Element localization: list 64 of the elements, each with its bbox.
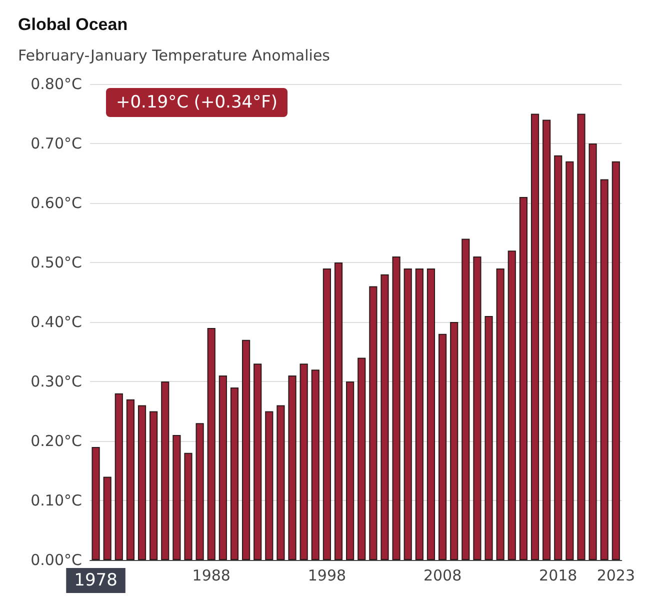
y-tick-label: 0.50°C (30, 254, 82, 272)
bar (404, 268, 412, 560)
x-tick-label: 2008 (423, 566, 462, 584)
bar (311, 370, 320, 560)
bar (207, 328, 216, 560)
bar (126, 399, 134, 560)
bar (138, 405, 146, 560)
x-tick-label: 2018 (539, 566, 578, 584)
bar (150, 411, 158, 560)
bar (196, 423, 204, 560)
bar (530, 114, 540, 560)
y-tick-label: 0.00°C (30, 551, 82, 569)
x-tick-label: 1998 (308, 566, 346, 584)
bar (184, 452, 192, 560)
bar (114, 393, 123, 560)
y-tick-label: 0.10°C (30, 492, 82, 510)
bar (496, 268, 504, 560)
bar (265, 411, 274, 560)
bar (508, 250, 516, 560)
y-tick-label: 0.40°C (30, 313, 82, 331)
bar (230, 387, 239, 560)
bar (161, 382, 170, 560)
x-tick-label: 1978 (74, 570, 118, 590)
bar (380, 274, 389, 560)
bar (473, 256, 482, 560)
chart-subtitle: February-January Temperature Anomalies (18, 46, 330, 64)
y-tick-label: 0.20°C (30, 432, 82, 450)
bar (300, 364, 308, 560)
y-tick-label: 0.70°C (30, 134, 82, 152)
bar (450, 322, 458, 560)
bar (392, 256, 400, 560)
bar (288, 376, 296, 560)
bar (172, 435, 181, 560)
y-tick-label: 0.60°C (30, 194, 82, 212)
x-tick-label: 2023 (596, 566, 636, 584)
x-tick-label: 1988 (192, 566, 230, 584)
bar (612, 161, 620, 560)
bar (369, 286, 378, 560)
annotation: +0.19°C (+0.34°F) (116, 92, 278, 112)
bar (358, 358, 366, 560)
bar (519, 197, 528, 560)
bar (92, 446, 100, 560)
bar (588, 144, 597, 560)
bar (322, 268, 331, 560)
bar (426, 268, 436, 560)
bar (103, 476, 112, 560)
bar (462, 238, 470, 560)
bar (242, 340, 250, 560)
bar (218, 376, 227, 560)
bar (542, 120, 551, 560)
bar (438, 334, 447, 560)
bar (484, 316, 493, 560)
bar (276, 405, 285, 560)
bar (554, 155, 562, 560)
y-tick-label: 0.80°C (30, 75, 82, 93)
bar (254, 364, 262, 560)
chart-title: Global Ocean (18, 15, 128, 34)
bar (566, 161, 574, 560)
bar (334, 262, 343, 560)
bar (415, 268, 424, 560)
bar (346, 382, 354, 560)
bar (577, 114, 586, 560)
bar (600, 179, 608, 560)
y-tick-label: 0.30°C (30, 372, 82, 390)
